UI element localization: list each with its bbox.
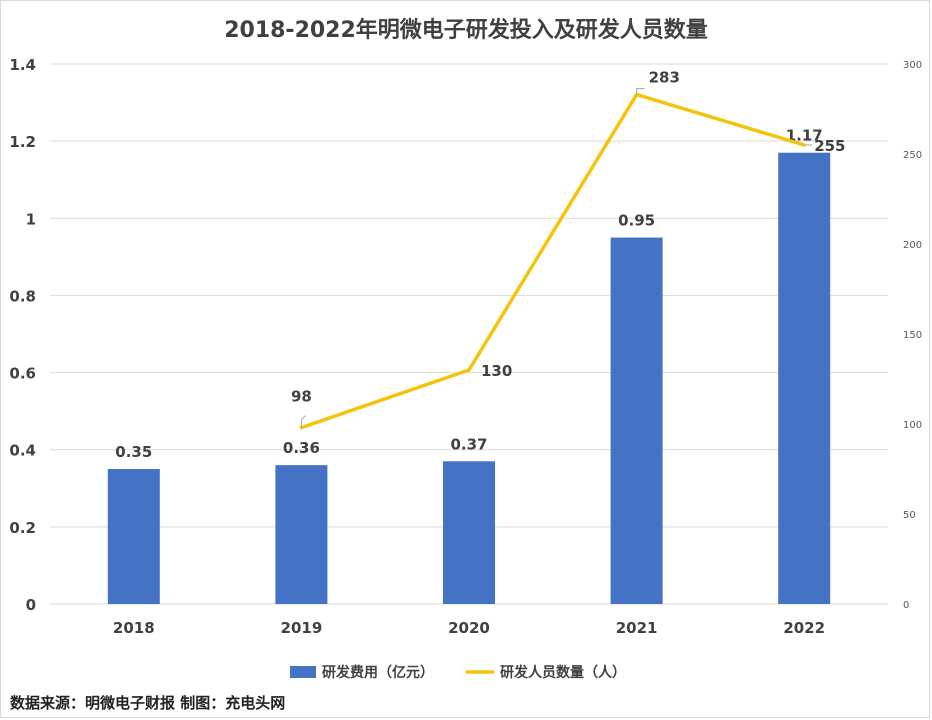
- y-left-tick-label: 1: [26, 210, 36, 228]
- y-right-tick-label: 100: [903, 420, 922, 431]
- x-tick-label: 2019: [281, 619, 323, 637]
- line-series: [299, 92, 806, 430]
- y-left-tick-label: 0.6: [9, 365, 36, 383]
- y-left-tick-label: 1.2: [9, 133, 36, 151]
- y-left-tick-label: 0.8: [9, 287, 36, 305]
- legend-label-bar: 研发费用（亿元）: [322, 664, 434, 681]
- x-tick-label: 2021: [616, 619, 658, 637]
- line-value-label: 255: [814, 137, 845, 155]
- bar-value-label: 0.36: [283, 439, 320, 457]
- line-value-label: 130: [481, 362, 512, 380]
- x-tick-label: 2020: [448, 619, 490, 637]
- legend-swatch-bar: [290, 666, 316, 678]
- y-left-tick-label: 1.4: [9, 56, 36, 74]
- y-left-tick-label: 0.4: [9, 442, 36, 460]
- bar: [275, 465, 328, 604]
- y-right-tick-label: 0: [903, 600, 909, 611]
- legend-label-line: 研发人员数量（人）: [500, 664, 626, 681]
- line-value-label: 283: [649, 69, 680, 87]
- x-tick-label: 2022: [783, 619, 825, 637]
- y-right-tick-label: 300: [903, 60, 922, 71]
- line-value-label: 98: [291, 388, 312, 406]
- leader-line: [300, 415, 306, 428]
- y-right-tick-label: 200: [903, 240, 922, 251]
- y-left-tick-label: 0.2: [9, 519, 36, 537]
- bar: [778, 152, 831, 604]
- bar-value-label: 0.35: [115, 443, 152, 461]
- bar: [610, 237, 663, 605]
- y-right-tick-label: 50: [903, 510, 916, 521]
- y-left-tick-label: 0: [26, 596, 36, 614]
- chart-title: 2018-2022年明微电子研发投入及研发人员数量: [224, 17, 708, 43]
- source-note: 数据来源：明微电子财报 制图：充电头网: [10, 694, 286, 712]
- bar-value-label: 0.95: [618, 212, 655, 230]
- bar-value-label: 0.37: [450, 435, 487, 453]
- bar: [107, 469, 160, 604]
- y-right-tick-label: 150: [903, 330, 922, 341]
- leader-line: [636, 88, 645, 95]
- bar: [443, 461, 495, 604]
- bar-value-label: 1.17: [786, 127, 823, 145]
- y-right-tick-label: 250: [903, 150, 922, 161]
- x-tick-label: 2018: [113, 619, 155, 637]
